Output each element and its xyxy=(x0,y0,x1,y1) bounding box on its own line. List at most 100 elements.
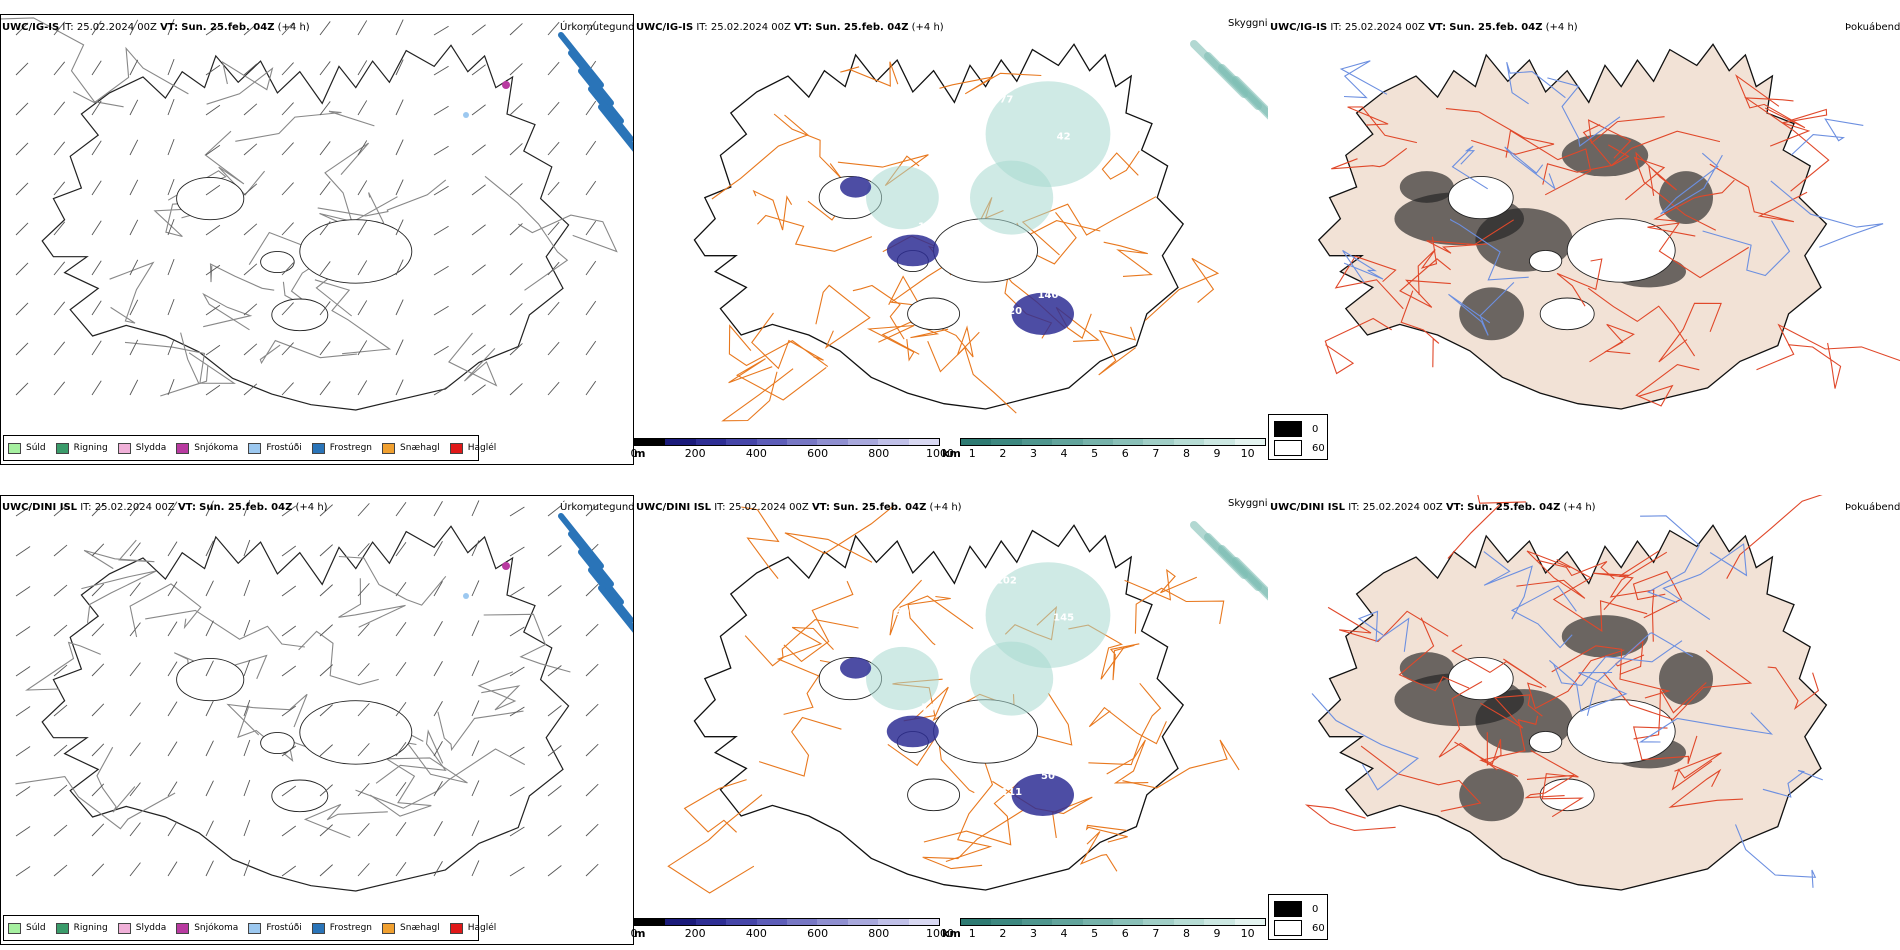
ceiling-value-label: 22 xyxy=(895,126,909,137)
low-visibility-area xyxy=(970,160,1054,235)
wind-barb xyxy=(585,783,599,797)
precip-legend-item: Snæhagl xyxy=(382,922,440,934)
river-line xyxy=(1702,220,1791,277)
colorbar-step xyxy=(878,439,909,445)
wind-barb xyxy=(53,704,68,717)
wind-barb xyxy=(167,501,178,517)
colorbar-step xyxy=(847,439,879,445)
wind-barb xyxy=(15,22,29,36)
wind-barb xyxy=(395,139,404,156)
wind-barb xyxy=(433,185,449,196)
wind-barb xyxy=(547,665,562,677)
wind-barb xyxy=(395,179,404,196)
wind-barb xyxy=(509,63,523,76)
road-line xyxy=(1445,108,1555,155)
wind-barb xyxy=(91,20,102,36)
low-ceiling-area xyxy=(886,715,939,748)
road-line xyxy=(1767,666,1820,711)
wind-barb xyxy=(433,25,449,36)
wind-barb xyxy=(509,263,523,276)
low-ceiling-area xyxy=(840,176,872,198)
wind-barb xyxy=(433,821,443,837)
wind-barb xyxy=(357,503,370,517)
wind-barb xyxy=(585,663,599,677)
river-line xyxy=(1553,640,1683,686)
wind-barb xyxy=(319,341,331,356)
colorbar-tick: 2 xyxy=(999,447,1007,460)
wind-barb xyxy=(395,99,404,116)
wind-barb xyxy=(167,58,175,76)
wind-barb xyxy=(15,586,31,597)
road-line xyxy=(922,809,1024,870)
colorbar-step xyxy=(1143,439,1174,445)
legend-label: Súld xyxy=(26,443,46,453)
road-line xyxy=(1726,495,1823,579)
wind-barb xyxy=(433,225,449,236)
colorbar-tick: 9 xyxy=(1213,447,1221,460)
shower-band xyxy=(588,86,633,142)
river-line xyxy=(1791,118,1864,156)
colorbar-step xyxy=(1082,919,1114,925)
wind-barb xyxy=(15,62,29,76)
wind-barb xyxy=(585,140,597,156)
wind-barb xyxy=(509,866,525,877)
colorbar-step xyxy=(635,919,666,925)
wind-barb xyxy=(395,259,404,276)
wind-barb xyxy=(281,785,297,797)
fog-index-area xyxy=(1399,171,1454,203)
road-line xyxy=(484,175,569,291)
wind-barb xyxy=(547,785,562,797)
wind-barb xyxy=(319,101,331,116)
wind-barb xyxy=(91,703,105,717)
colorbar-step xyxy=(878,919,909,925)
colorbar-tick: 5 xyxy=(1091,927,1099,940)
wind-barb xyxy=(205,660,214,677)
cloud-panel-row1: 77 22 30 63 159 20 155 42 120 140 xyxy=(634,14,1268,465)
wind-barb xyxy=(471,264,486,276)
colorbar-tick: 10 xyxy=(1240,447,1255,460)
road-line xyxy=(1769,108,1828,147)
colorbar-tick: 5 xyxy=(1091,447,1099,460)
colorbar-tick: 6 xyxy=(1121,927,1129,940)
wind-barb xyxy=(53,101,66,116)
wind-barb xyxy=(395,219,404,236)
snow-spot xyxy=(502,562,510,570)
wind-barb xyxy=(471,224,486,236)
road-line xyxy=(1331,147,1408,170)
road-line xyxy=(711,114,809,200)
wind-barb xyxy=(205,860,214,877)
fog-legend-row2: 0 60 xyxy=(1268,894,1328,940)
wind-barb xyxy=(53,744,68,757)
wind-barb xyxy=(547,585,562,597)
wind-barb xyxy=(91,380,102,396)
wind-barb xyxy=(281,62,294,76)
ceiling-bar-row2 xyxy=(634,918,940,926)
wind-barb xyxy=(91,783,105,797)
wind-barb xyxy=(91,583,105,597)
wind-barb xyxy=(53,784,68,797)
wind-barb xyxy=(433,701,443,717)
wind-barb xyxy=(129,19,139,36)
colorbar-tick: 8 xyxy=(1182,927,1190,940)
wind-barb xyxy=(243,223,258,236)
wind-barb xyxy=(129,259,139,276)
wind-barb xyxy=(547,705,562,717)
wind-barb xyxy=(91,663,105,677)
road-line xyxy=(1101,150,1140,180)
fog-index-area xyxy=(1399,652,1454,684)
title-row2-fog: Þokuábendi xyxy=(1845,502,1900,513)
ceiling-value-label: 159 xyxy=(918,221,939,232)
wind-barb xyxy=(15,182,29,196)
wind-barb xyxy=(281,705,297,717)
coastline xyxy=(1317,524,1828,891)
road-line xyxy=(83,539,155,570)
wind-barb xyxy=(509,506,525,517)
shower-band xyxy=(588,567,633,623)
road-line xyxy=(1587,116,1665,159)
wind-barb xyxy=(91,220,102,236)
legend-swatch xyxy=(117,442,131,454)
road-line xyxy=(81,570,157,623)
glacier-outline xyxy=(1566,699,1676,764)
snow-spot xyxy=(502,81,510,89)
low-ceiling-area xyxy=(1011,292,1074,335)
